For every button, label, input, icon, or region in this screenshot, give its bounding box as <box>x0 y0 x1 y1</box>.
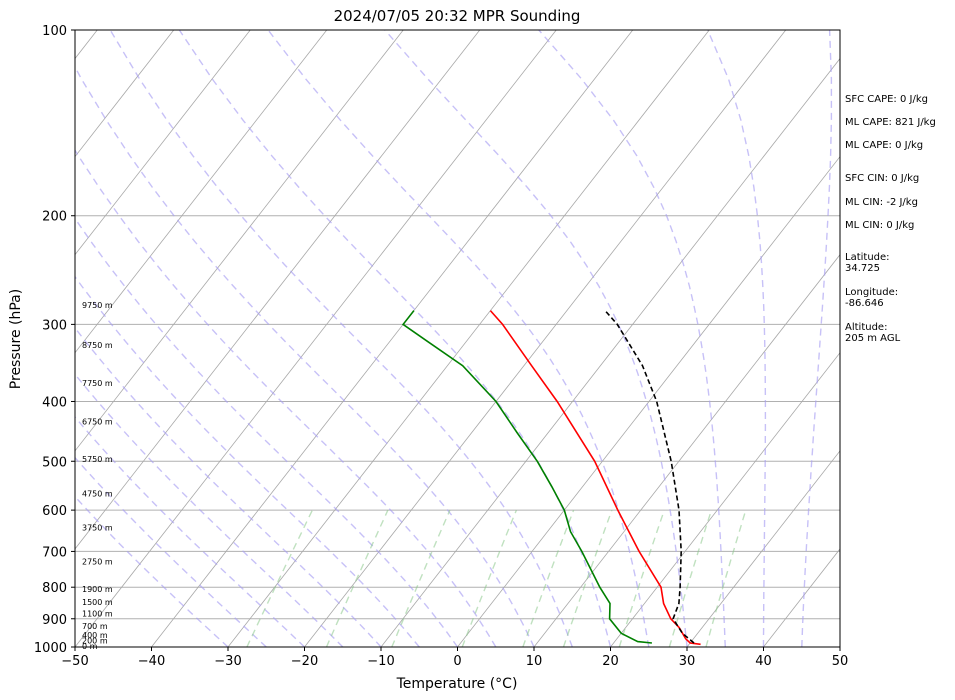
height-label: 400 m <box>82 631 108 640</box>
moist-adiabat <box>75 416 305 647</box>
isotherm-line <box>75 30 251 256</box>
x-tick-label: 40 <box>755 654 772 669</box>
x-tick-label: 30 <box>679 654 696 669</box>
isotherm-line <box>75 30 328 354</box>
height-label: 1900 m <box>82 585 113 594</box>
y-tick-label: 700 <box>42 545 67 560</box>
height-label: 2750 m <box>82 558 113 567</box>
isotherm-line <box>686 450 840 647</box>
height-labels: 9750 m 8750 m 7750 m 6750 m 5750 m 4750 m 3750… <box>82 301 113 651</box>
height-label: 0 m <box>82 642 98 651</box>
x-tick-label: 0 <box>453 654 461 669</box>
x-tick-label: −40 <box>138 654 165 669</box>
isotherm-line <box>304 30 787 647</box>
side-annotation: ML CIN: -2 J/kg <box>845 197 918 208</box>
x-tick-label: −30 <box>214 654 241 669</box>
x-tick-label: 10 <box>526 654 543 669</box>
mixing-ratio-line <box>618 509 665 647</box>
isotherm-line <box>457 155 840 647</box>
y-tick-label: 800 <box>42 581 67 596</box>
moist-adiabat <box>267 30 650 647</box>
y-tick-label: 100 <box>42 24 67 39</box>
height-label: 1500 m <box>82 598 113 607</box>
data-layer <box>401 310 701 646</box>
mixing-ratio-line <box>391 509 451 647</box>
isotherm-line <box>75 30 404 452</box>
isotherm-line <box>75 30 557 647</box>
moist-adiabat <box>801 30 833 647</box>
x-tick-label: −10 <box>367 654 394 669</box>
moist-adiabat <box>75 217 459 647</box>
side-annotation-value: -86.646 <box>845 298 884 309</box>
y-tick-label: 200 <box>42 210 67 225</box>
isotherm-line <box>533 254 840 647</box>
side-annotation: Longitude: <box>845 287 898 298</box>
isotherm-line <box>75 30 481 550</box>
isotherm-line <box>380 57 840 647</box>
isotherm-line <box>610 352 840 647</box>
moist-adiabat <box>75 326 382 647</box>
height-label: 3750 m <box>82 524 113 533</box>
height-label: 9750 m <box>82 301 113 310</box>
series-dewpoint-line <box>401 310 652 644</box>
side-annotation-value: 34.725 <box>845 263 880 274</box>
side-info: SFC CAPE: 0 J/kg ML CAPE: 821 J/kg ML CAPE… <box>845 94 936 344</box>
height-label: 8750 m <box>82 341 113 350</box>
y-tick-label: 600 <box>42 504 67 519</box>
grid-layer <box>75 30 840 647</box>
mixing-ratio-line <box>246 509 314 647</box>
height-label: 5750 m <box>82 455 113 464</box>
moist-adiabat <box>75 373 344 647</box>
side-annotation-value: 205 m AGL <box>845 333 901 344</box>
mixing-ratio-line <box>461 509 518 647</box>
height-label: 6750 m <box>82 418 113 427</box>
side-annotation: ML CIN: 0 J/kg <box>845 220 914 231</box>
moist-adiabat <box>538 30 726 647</box>
isotherm-line <box>151 30 634 647</box>
x-tick-label: 20 <box>602 654 619 669</box>
height-label: 4750 m <box>82 489 113 498</box>
side-annotation: ML CAPE: 0 J/kg <box>845 140 923 151</box>
height-label: 700 m <box>82 622 108 631</box>
y-tick-label: 300 <box>42 318 67 333</box>
y-tick-label: 1000 <box>34 641 67 656</box>
tick-layer: −50 −40 −30 −20 −10 0 10 20 30 40 50 1000 900 800 700 6… <box>34 24 848 669</box>
side-annotation: Altitude: <box>845 322 887 333</box>
mixing-ratio-line <box>325 509 389 647</box>
y-tick-label: 900 <box>42 613 67 628</box>
plot-background <box>75 30 840 647</box>
y-tick-label: 400 <box>42 395 67 410</box>
y-tick-label: 500 <box>42 455 67 470</box>
side-annotation: SFC CAPE: 0 J/kg <box>845 94 928 105</box>
moist-adiabat <box>75 65 535 647</box>
x-tick-label: −20 <box>291 654 318 669</box>
height-label: 1100 m <box>82 610 113 619</box>
chart-title: 2024/07/05 20:32 MPR Sounding <box>334 7 581 25</box>
moist-adiabat <box>707 30 767 647</box>
isotherm-line <box>227 30 710 647</box>
y-axis-label: Pressure (hPa) <box>8 289 24 389</box>
series-temperature-line <box>489 310 701 646</box>
x-tick-label: 50 <box>832 654 849 669</box>
moist-adiabat <box>75 495 229 647</box>
side-annotation: Latitude: <box>845 252 890 263</box>
moist-adiabat <box>384 30 688 647</box>
side-annotation: SFC CIN: 0 J/kg <box>845 173 919 184</box>
moist-adiabat <box>109 30 573 647</box>
x-axis-label: Temperature (°C) <box>396 676 518 692</box>
mixing-ratio-line <box>668 509 713 647</box>
mixing-ratio-line <box>522 509 575 647</box>
series-parcel-profile-line <box>604 310 695 644</box>
moist-adiabat <box>75 456 267 647</box>
mixing-ratio-line <box>562 509 613 647</box>
height-label: 7750 m <box>82 379 113 388</box>
x-tick-label: −50 <box>61 654 88 669</box>
mixing-ratio-line <box>705 509 747 647</box>
isotherm-line <box>75 30 175 158</box>
moist-adiabat <box>75 148 497 647</box>
height-label: 200 m <box>82 637 108 646</box>
side-annotation: ML CAPE: 821 J/kg <box>845 117 936 128</box>
